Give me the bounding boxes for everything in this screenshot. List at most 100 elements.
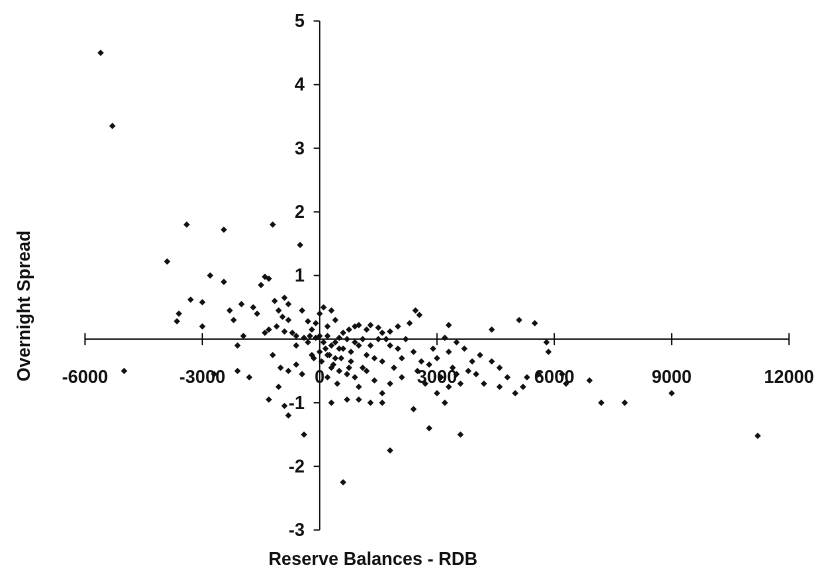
y-tick-label: 4	[295, 75, 305, 95]
data-point	[416, 311, 423, 319]
data-point	[379, 390, 386, 397]
data-point	[496, 364, 503, 371]
data-point	[359, 364, 366, 371]
data-point	[441, 399, 449, 406]
data-point	[238, 300, 245, 308]
x-tick-label: 12000	[764, 367, 814, 387]
data-point	[120, 367, 128, 375]
data-point	[334, 380, 341, 387]
data-point	[414, 367, 421, 375]
data-point	[277, 364, 284, 371]
data-point	[523, 374, 531, 381]
data-point	[337, 355, 345, 362]
data-point	[382, 335, 390, 343]
data-point	[308, 326, 316, 333]
data-point	[326, 351, 333, 359]
data-point	[441, 334, 449, 342]
data-point	[293, 342, 300, 349]
data-point	[406, 320, 413, 327]
data-point	[316, 348, 323, 356]
data-point	[437, 374, 445, 381]
data-point	[457, 380, 464, 387]
data-point	[359, 335, 366, 343]
data-point	[543, 339, 550, 346]
data-point	[306, 332, 314, 340]
y-tick-label: 5	[295, 11, 305, 31]
point-group	[97, 49, 761, 486]
data-point	[285, 300, 292, 308]
data-point	[410, 405, 417, 413]
data-point	[515, 316, 523, 324]
data-point	[351, 374, 359, 381]
data-point	[312, 320, 319, 327]
x-tick-label: 9000	[652, 367, 692, 387]
y-tick-label: 3	[295, 138, 305, 158]
data-point	[351, 339, 359, 346]
data-point	[363, 351, 370, 359]
data-point	[230, 316, 237, 324]
data-point	[394, 345, 402, 352]
data-point	[488, 358, 495, 365]
data-point	[339, 329, 347, 336]
data-point	[109, 122, 116, 130]
data-point	[163, 258, 171, 265]
data-point	[281, 402, 288, 410]
data-point	[480, 380, 488, 387]
data-point	[512, 390, 519, 397]
data-point	[332, 316, 339, 324]
data-point	[336, 334, 343, 342]
data-point	[310, 355, 317, 362]
data-point	[324, 374, 331, 381]
data-point	[343, 370, 351, 378]
data-point	[298, 307, 306, 314]
data-point	[445, 383, 452, 391]
y-tick-label: 1	[295, 266, 305, 286]
data-point	[304, 318, 312, 325]
data-point	[275, 383, 282, 391]
data-point	[312, 334, 319, 342]
data-point	[300, 431, 308, 438]
data-point	[183, 221, 190, 228]
data-point	[265, 275, 273, 282]
data-point	[269, 221, 276, 228]
data-point	[469, 358, 476, 365]
data-point	[347, 358, 355, 365]
data-point	[402, 335, 409, 343]
data-point	[425, 361, 433, 368]
data-point	[453, 339, 460, 346]
data-point	[488, 326, 495, 333]
data-point	[621, 399, 628, 406]
data-point	[339, 345, 347, 352]
data-point	[199, 323, 206, 330]
data-point	[355, 383, 362, 391]
data-point	[210, 370, 218, 378]
data-point	[330, 361, 337, 368]
data-point	[285, 316, 292, 324]
x-tick-label: 0	[315, 367, 325, 387]
data-point	[398, 355, 405, 362]
data-point	[271, 297, 278, 305]
x-tick-label: -6000	[62, 367, 108, 387]
data-point	[531, 320, 538, 327]
x-tick-label: 3000	[417, 367, 457, 387]
data-point	[453, 370, 460, 378]
data-point	[187, 296, 194, 303]
data-point	[226, 307, 233, 314]
data-point	[586, 377, 593, 384]
data-point	[390, 364, 398, 371]
y-tick-label: -1	[289, 393, 305, 413]
data-point	[281, 328, 288, 335]
data-point	[754, 432, 761, 440]
data-point	[375, 335, 382, 343]
data-point	[269, 351, 276, 359]
data-point	[347, 348, 355, 356]
data-point	[285, 367, 292, 375]
data-point	[410, 348, 417, 356]
data-point	[355, 342, 362, 349]
data-point	[461, 345, 468, 352]
data-point	[449, 364, 456, 371]
data-point	[422, 380, 429, 387]
data-point	[249, 304, 257, 311]
data-point	[371, 377, 378, 384]
